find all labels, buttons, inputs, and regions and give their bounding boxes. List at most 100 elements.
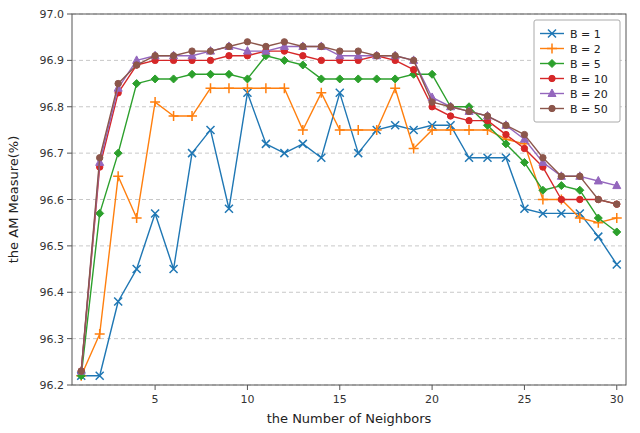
point [95, 329, 105, 339]
y-tick-label: 96.7 [40, 147, 65, 160]
point [612, 213, 622, 223]
point [557, 182, 565, 190]
point [372, 125, 382, 135]
y-tick [67, 385, 72, 386]
point [224, 83, 234, 93]
point [392, 53, 398, 59]
point [614, 201, 620, 207]
point [373, 75, 381, 83]
point [243, 47, 251, 55]
point [318, 43, 324, 49]
point [558, 196, 564, 202]
point [502, 154, 510, 162]
legend-label: B = 5 [570, 58, 601, 71]
point [151, 51, 159, 59]
point [207, 57, 213, 63]
legend-marker [549, 105, 555, 111]
point [226, 53, 232, 59]
point [502, 140, 510, 148]
legend-label: B = 50 [570, 103, 608, 116]
point [446, 125, 456, 135]
point [169, 111, 179, 121]
point [263, 43, 269, 49]
point [428, 70, 436, 78]
point [225, 42, 233, 50]
point [558, 173, 564, 179]
point [595, 196, 601, 202]
point [244, 39, 250, 45]
point [336, 75, 344, 83]
point [538, 195, 548, 205]
point [447, 104, 453, 110]
point [132, 213, 142, 223]
point [243, 75, 251, 83]
point [337, 48, 343, 54]
y-tick [67, 292, 72, 293]
point [115, 80, 121, 86]
point [96, 372, 104, 380]
point [261, 83, 271, 93]
point [207, 48, 213, 54]
point [299, 61, 307, 69]
point [114, 149, 122, 157]
point [299, 140, 307, 148]
point [447, 113, 453, 119]
legend-marker [548, 60, 556, 68]
point [354, 75, 362, 83]
x-tick [524, 385, 525, 390]
legend: B = 1B = 2B = 5B = 10B = 20B = 50 [534, 20, 620, 122]
legend-label: B = 1 [570, 28, 601, 41]
point [373, 126, 381, 134]
y-tick [67, 245, 72, 246]
point [317, 42, 325, 50]
grid-line [72, 245, 626, 246]
point [355, 48, 361, 54]
y-tick-label: 96.2 [40, 379, 65, 392]
point [298, 125, 308, 135]
point [133, 62, 139, 68]
point [318, 57, 324, 63]
series-line [81, 93, 617, 376]
legend-label: B = 20 [570, 88, 608, 101]
point [114, 298, 122, 306]
y-tick [67, 199, 72, 200]
grid-line [72, 338, 626, 339]
point [336, 89, 344, 97]
point [410, 57, 416, 63]
point [354, 149, 362, 157]
point [207, 70, 215, 78]
y-tick [67, 60, 72, 61]
y-axis: 96.296.396.496.596.696.796.896.997.0 [40, 8, 627, 392]
x-axis: 51015202530 [152, 385, 624, 406]
point [613, 228, 621, 236]
point [317, 154, 325, 162]
point [335, 125, 345, 135]
point [539, 209, 547, 217]
point [279, 83, 289, 93]
point [152, 53, 158, 59]
point [281, 39, 287, 45]
legend-label: B = 2 [570, 43, 601, 56]
point [447, 103, 455, 111]
point [613, 181, 621, 189]
point [484, 112, 492, 120]
point [170, 51, 178, 59]
legend-box [534, 20, 620, 122]
y-tick-label: 97.0 [40, 8, 65, 21]
x-tick [247, 385, 248, 390]
point [262, 140, 270, 148]
point [502, 121, 510, 129]
y-tick-label: 96.9 [40, 54, 65, 67]
point [594, 233, 602, 241]
point [503, 122, 509, 128]
point [557, 209, 565, 217]
point [133, 80, 141, 88]
point [464, 125, 474, 135]
point [503, 131, 509, 137]
grid-line [72, 292, 626, 293]
point [520, 158, 528, 166]
point [410, 66, 416, 72]
y-tick [67, 338, 72, 339]
point [187, 111, 197, 121]
point [466, 108, 472, 114]
